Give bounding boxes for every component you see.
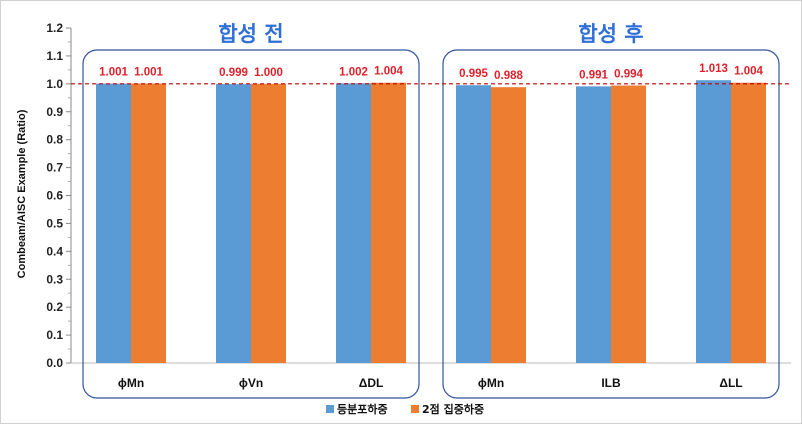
y-tick-label: 0.5: [46, 216, 63, 230]
group-box: [442, 49, 780, 399]
group-box-layer: 합성 전 합성 후: [82, 22, 780, 399]
bar-1-1: [96, 83, 131, 363]
y-tick-label: 1.2: [46, 21, 63, 35]
legend-swatch-series-2: [411, 405, 419, 413]
bar-2-5: [611, 85, 646, 363]
category-label: ϕMn: [118, 376, 144, 390]
legend-swatch-series-1: [326, 405, 334, 413]
bar-1-3: [336, 83, 371, 364]
data-label: 0.999: [219, 67, 248, 79]
category-label: ΔDL: [359, 376, 384, 390]
bar-2-6: [731, 82, 766, 363]
data-label: 1.001: [134, 67, 163, 79]
data-label: 1.013: [699, 63, 728, 75]
y-tick-label: 0.6: [46, 189, 63, 203]
bar-2-4: [491, 87, 526, 363]
group-title: 합성 후: [578, 22, 643, 46]
bar-layer: [96, 80, 766, 364]
y-tick-label: 0.4: [46, 244, 63, 258]
y-tick-label: 0.8: [46, 133, 63, 147]
bar-2-2: [251, 83, 286, 363]
y-tick-label: 0.0: [46, 356, 63, 370]
y-tick-label: 0.1: [46, 328, 63, 342]
legend: 등분포하중 2점 집중하중: [326, 402, 484, 416]
axis-layer: 0.0 0.1 0.2 0.3 0.4 0.5 0.6 0.7 0.8 0.9 1.0 1.1 1.2: [46, 21, 791, 370]
category-label: ILB: [601, 376, 621, 390]
y-tick-label: 0.7: [46, 161, 63, 175]
y-tick-label: 0.2: [46, 300, 63, 314]
data-label: 1.002: [339, 66, 368, 78]
legend-label-series-1: 등분포하중: [337, 402, 388, 416]
group-box: [82, 49, 420, 399]
y-tick-label: 0.3: [46, 272, 63, 286]
data-label: 1.004: [734, 66, 763, 78]
bar-2-3: [371, 82, 406, 363]
data-label: 1.004: [374, 66, 403, 78]
bar-1-6: [696, 80, 731, 364]
bar-1-4: [456, 85, 491, 364]
bar-2-1: [131, 83, 166, 363]
data-label: 0.995: [459, 68, 488, 80]
category-label: ϕMn: [478, 376, 504, 390]
group-title: 합성 전: [218, 22, 283, 46]
label-layer: 1.001 1.001 ϕMn 0.999 1.000 ϕVn 1.002 1.004 ΔDL 0…: [71, 63, 791, 390]
data-label: 1.000: [254, 67, 283, 79]
data-label: 0.988: [494, 70, 523, 82]
category-label: ϕVn: [239, 376, 263, 390]
y-tick-label: 1.1: [46, 49, 63, 63]
data-label: 0.994: [614, 69, 643, 81]
y-axis-label: Combeam/AISC Example (Ratio): [16, 109, 28, 278]
data-label: 1.001: [99, 67, 128, 79]
bar-1-2: [216, 84, 251, 364]
y-tick-label: 1.0: [46, 77, 63, 91]
category-label: ΔLL: [719, 376, 742, 390]
y-tick-label: 0.9: [46, 105, 63, 119]
legend-label-series-2: 2점 집중하중: [422, 402, 484, 416]
bar-1-5: [576, 86, 611, 364]
data-label: 0.991: [579, 69, 608, 81]
